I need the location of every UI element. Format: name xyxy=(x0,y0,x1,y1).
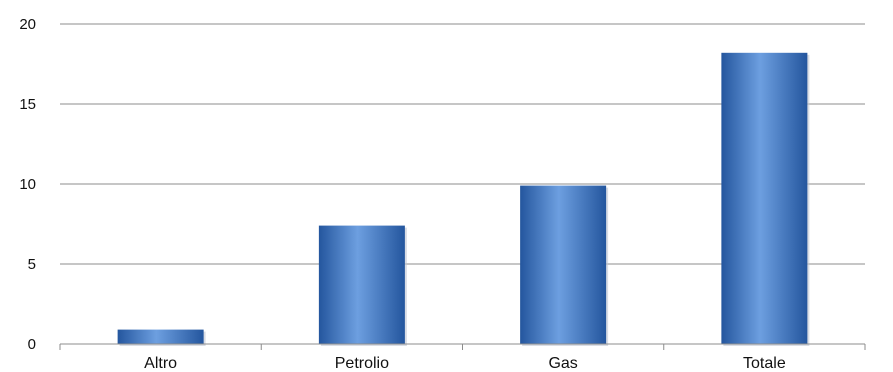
x-tick-label: Gas xyxy=(548,355,577,372)
bar-rect xyxy=(721,52,808,345)
x-tick-label: Petrolio xyxy=(335,355,389,372)
bar-altro xyxy=(117,329,206,346)
y-tick-label: 20 xyxy=(19,16,36,33)
y-tick-label: 10 xyxy=(19,176,36,193)
x-tick-label: Altro xyxy=(144,355,177,372)
bar-rect xyxy=(318,225,405,344)
bar-rect xyxy=(520,185,607,344)
y-tick-label: 15 xyxy=(19,96,36,113)
bar-totale xyxy=(721,52,810,347)
y-tick-label: 0 xyxy=(28,336,36,353)
bars xyxy=(117,52,810,347)
y-axis-ticks: 0 5 10 15 20 xyxy=(19,16,36,353)
bar-rect xyxy=(117,329,204,344)
x-axis xyxy=(59,343,866,350)
x-axis-labels: Altro Petrolio Gas Totale xyxy=(144,355,786,372)
x-tick-label: Totale xyxy=(743,355,786,372)
bar-petrolio xyxy=(318,225,407,346)
bar-gas xyxy=(520,185,609,346)
y-tick-label: 5 xyxy=(28,256,36,273)
